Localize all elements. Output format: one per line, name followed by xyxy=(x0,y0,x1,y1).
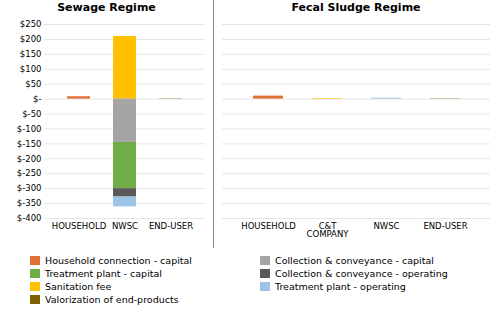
svg-text:END-USER: END-USER xyxy=(149,221,193,231)
svg-text:$-100: $-100 xyxy=(17,124,42,134)
svg-text:$-50: $-50 xyxy=(22,109,41,119)
svg-text:END-USER: END-USER xyxy=(423,221,467,231)
html-text:Treatment plant - capital: Treatment plant - capital xyxy=(45,268,162,279)
svg-text:$250: $250 xyxy=(20,19,42,29)
svg-text:$-250: $-250 xyxy=(17,168,42,178)
svg-text:C&TCOMPANY: C&TCOMPANY xyxy=(307,221,350,240)
svg-text:$-200: $-200 xyxy=(17,154,42,164)
svg-text:$-: $- xyxy=(33,94,41,104)
svg-text:$-300: $-300 xyxy=(17,183,42,193)
svg-text:$-150: $-150 xyxy=(17,139,42,149)
svg-text:$-350: $-350 xyxy=(17,198,42,208)
html-text:Collection & conveyance - capi: Collection & conveyance - capital xyxy=(275,255,434,266)
svg-text:$50: $50 xyxy=(25,79,41,89)
svg-text:$150: $150 xyxy=(20,49,42,59)
html-text:Sanitation fee: Sanitation fee xyxy=(45,281,112,292)
svg-text:HOUSEHOLD: HOUSEHOLD xyxy=(52,221,107,231)
svg-text:HOUSEHOLD: HOUSEHOLD xyxy=(241,221,296,231)
svg-text:$-400: $-400 xyxy=(17,213,42,223)
html-text:Household connection - capital: Household connection - capital xyxy=(45,255,192,266)
html-text:Fecal Sludge Regime: Fecal Sludge Regime xyxy=(291,1,421,14)
html-text:Treatment plant - operating: Treatment plant - operating xyxy=(275,281,406,292)
html-text:Valorization of end-products: Valorization of end-products xyxy=(45,294,179,305)
svg-text:$200: $200 xyxy=(20,34,42,44)
html-text:Sewage Regime: Sewage Regime xyxy=(57,1,156,14)
svg-text:$100: $100 xyxy=(20,64,42,74)
html-text:Collection & conveyance - oper: Collection & conveyance - operating xyxy=(275,268,448,279)
svg-text:NWSC: NWSC xyxy=(112,221,138,231)
svg-text:NWSC: NWSC xyxy=(373,221,399,231)
